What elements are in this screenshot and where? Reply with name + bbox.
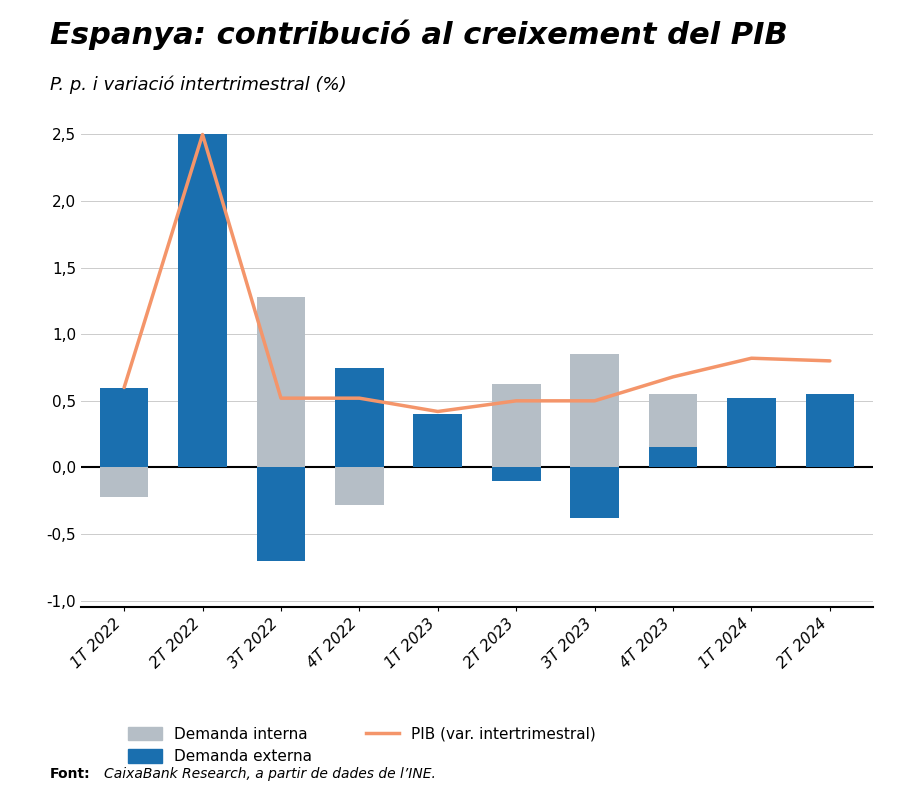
Bar [413,414,462,467]
Bar [100,467,148,497]
Bar [100,388,148,467]
Bar [256,297,305,467]
Bar [806,394,854,467]
Bar [727,398,776,467]
Bar [571,354,619,467]
Bar [727,427,776,467]
Text: Espanya: contribució al creixement del PIB: Espanya: contribució al creixement del P… [50,20,788,50]
Text: Font:: Font: [50,767,90,781]
Bar [335,467,383,505]
Bar [256,467,305,561]
Bar [492,467,541,481]
Bar [178,134,227,467]
Bar [492,384,541,467]
Bar [649,394,698,467]
Bar [413,451,462,467]
Text: P. p. i variació intertrimestral (%): P. p. i variació intertrimestral (%) [50,76,346,94]
Bar [806,434,854,467]
Bar [335,368,383,467]
Legend: Demanda interna, Demanda externa, PIB (var. intertrimestral): Demanda interna, Demanda externa, PIB (v… [128,726,596,765]
Bar [571,467,619,518]
Bar [649,447,698,467]
Text: CaixaBank Research, a partir de dades de l’INE.: CaixaBank Research, a partir de dades de… [104,767,436,781]
